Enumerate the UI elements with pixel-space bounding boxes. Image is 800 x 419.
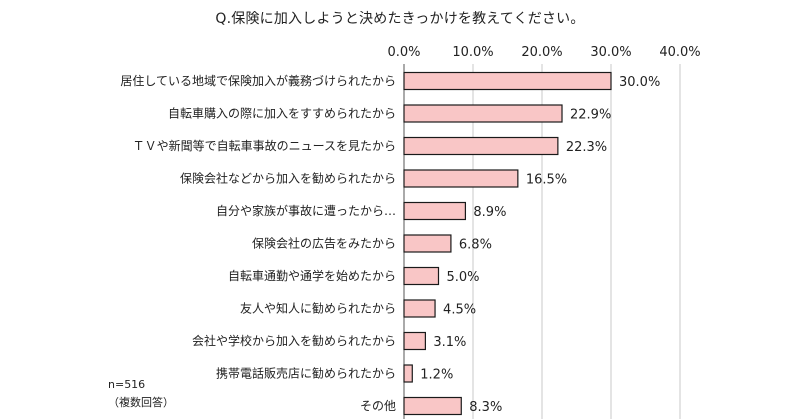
category-label: 保険会社の広告をみたから [252,236,396,251]
x-tick-label: 0.0% [387,45,420,60]
category-label: 会社や学校から加入を勧められたから [192,333,396,348]
chart-title: Q.保険に加入しようと決めたきっかけを教えてください。 [215,11,585,27]
category-label: 友人や知人に勧められたから [240,302,396,316]
x-tick-label: 10.0% [452,45,493,60]
value-label: 8.9% [473,205,506,220]
bar [403,104,563,123]
bar [403,396,462,416]
bar [403,331,426,351]
multiple-answer-note: （複数回答） [108,396,174,409]
value-label: 3.1% [433,335,466,350]
category-label: その他 [360,399,396,413]
bar [403,169,519,188]
category-label: 自分や家族が事故に遭ったから… [216,203,396,218]
value-label: 22.3% [566,140,607,155]
value-label: 22.9% [570,108,611,123]
sample-size-note: n=516 [108,378,146,391]
category-label: 携帯電話販売店に勧められたから [216,366,396,381]
bar [403,364,413,383]
category-label: 自転車通勤や通学を始めたから [228,268,396,283]
value-label: 8.3% [469,400,502,415]
category-label: ＴＶや新聞等で自転車事故のニュースを見たから [133,138,396,153]
category-label: 保険会社などから加入を勧められたから [180,171,396,186]
bar [403,201,467,221]
value-label: 1.2% [420,368,453,383]
x-tick-label: 20.0% [521,45,562,60]
category-label: 自転車購入の際に加入をすすめられたから [168,107,396,121]
bar [403,234,452,253]
bar [403,299,436,318]
category-label: 居住している地域で保険加入が義務づけられたから [120,73,396,88]
value-label: 4.5% [443,303,476,318]
bar [403,71,612,91]
value-label: 16.5% [526,173,567,188]
bar [403,266,440,286]
value-label: 5.0% [447,270,480,285]
value-label: 30.0% [619,75,660,90]
x-tick-label: 40.0% [659,45,700,60]
x-tick-label: 30.0% [590,45,631,60]
bar [403,136,559,156]
value-label: 6.8% [459,238,492,253]
